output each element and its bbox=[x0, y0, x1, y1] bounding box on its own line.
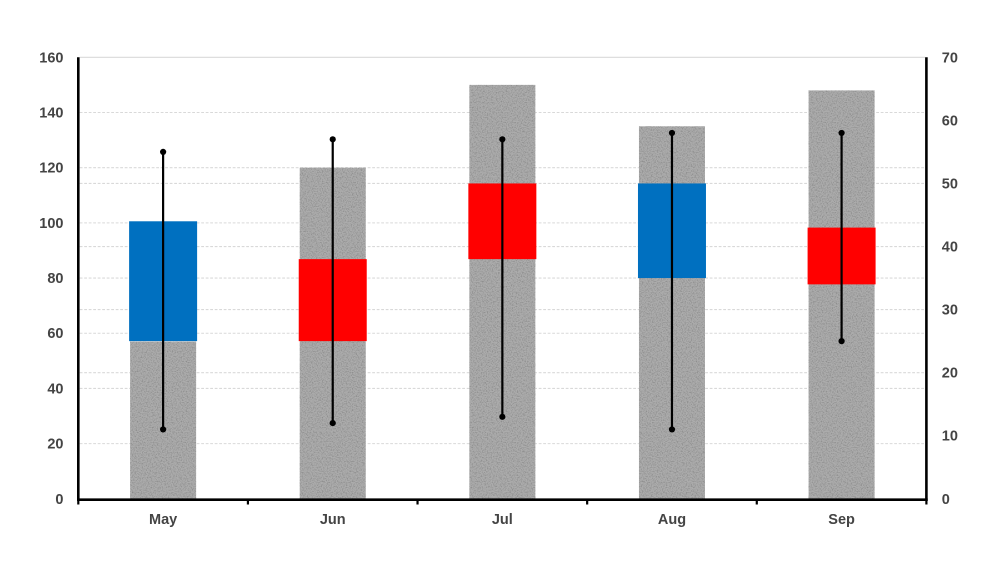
low-marker-Jul bbox=[499, 413, 506, 420]
left-axis-label-0: 0 bbox=[55, 492, 63, 508]
whiskers-layer bbox=[160, 129, 845, 433]
low-marker-Sep bbox=[838, 338, 845, 345]
category-label-Aug: Aug bbox=[658, 512, 686, 528]
axes-layer bbox=[77, 57, 928, 505]
left-axis-label-140: 140 bbox=[39, 105, 63, 121]
left-axis-label-120: 120 bbox=[39, 161, 63, 177]
high-marker-Jun bbox=[329, 136, 336, 143]
low-marker-Jun bbox=[329, 420, 336, 427]
left-axis-label-40: 40 bbox=[47, 381, 63, 397]
right-axis-label-60: 60 bbox=[942, 113, 958, 129]
right-axis-label-10: 10 bbox=[942, 429, 958, 445]
axis-labels-layer: 0 20 40 60 80 100 120 140 160 0 10 20 30 40 50 60 70 May J… bbox=[39, 50, 958, 528]
left-axis-label-160: 160 bbox=[39, 50, 63, 66]
right-axis-label-0: 0 bbox=[942, 492, 950, 508]
high-marker-Aug bbox=[668, 129, 676, 137]
category-label-Sep: Sep bbox=[828, 512, 855, 528]
category-label-Jun: Jun bbox=[320, 512, 346, 528]
left-axis-label-20: 20 bbox=[47, 437, 63, 453]
high-marker-May bbox=[160, 148, 167, 156]
right-axis-label-30: 30 bbox=[942, 303, 958, 319]
right-axis-label-50: 50 bbox=[942, 176, 958, 192]
low-marker-May bbox=[160, 426, 167, 433]
high-marker-Sep bbox=[838, 129, 845, 137]
left-axis-label-60: 60 bbox=[47, 326, 63, 342]
high-marker-Jul bbox=[499, 136, 506, 143]
right-axis-label-20: 20 bbox=[942, 366, 958, 382]
gridlines-layer bbox=[79, 56, 926, 445]
right-axis-label-40: 40 bbox=[942, 240, 958, 256]
right-axis-label-70: 70 bbox=[942, 50, 958, 66]
left-axis-label-100: 100 bbox=[39, 216, 63, 232]
category-label-Jul: Jul bbox=[492, 512, 513, 528]
low-marker-Aug bbox=[668, 426, 676, 433]
left-axis-label-80: 80 bbox=[47, 271, 63, 287]
category-label-May: May bbox=[149, 512, 177, 528]
